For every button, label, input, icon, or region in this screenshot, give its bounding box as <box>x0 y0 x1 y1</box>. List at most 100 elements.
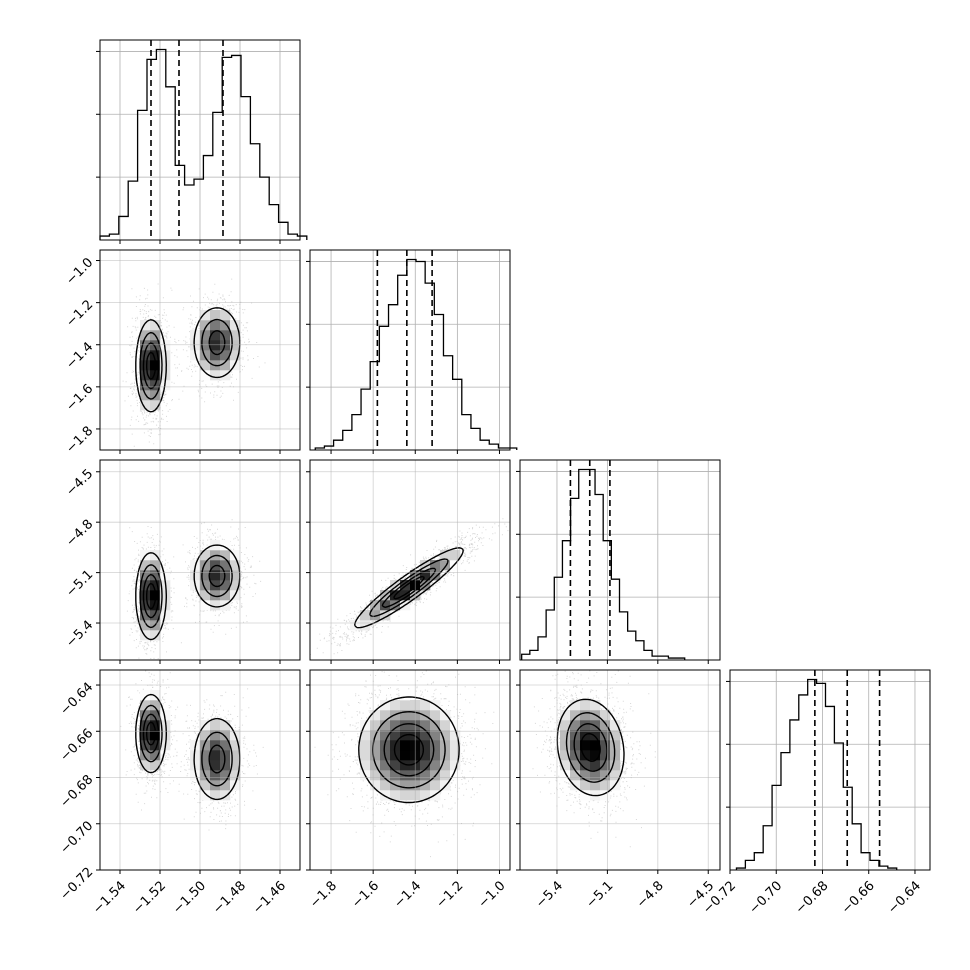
density-cell <box>210 720 221 731</box>
density-cell <box>420 770 431 781</box>
density-cell <box>440 720 451 731</box>
density-cell <box>140 610 151 621</box>
density-cell <box>220 310 231 321</box>
density-cell <box>380 790 391 801</box>
density-cell <box>190 760 201 771</box>
density-cell <box>560 720 571 731</box>
density-cell <box>370 610 381 621</box>
density-cell <box>380 600 391 611</box>
density-cell <box>380 780 391 791</box>
contour-level-3 <box>146 721 157 746</box>
density-cell <box>160 570 171 581</box>
density-cell <box>210 340 221 351</box>
y-tick-label: −5.1 <box>63 567 96 600</box>
density-cell <box>210 570 221 581</box>
density-cell <box>140 690 151 701</box>
contour-level-3 <box>146 351 157 380</box>
density-cell <box>570 780 581 791</box>
density-cell <box>440 730 451 741</box>
density-cell <box>590 740 601 751</box>
pair-panel-1-2 <box>306 459 511 664</box>
density-cell <box>580 720 591 731</box>
density-cell <box>560 750 571 761</box>
density-cell <box>380 720 391 731</box>
hist-panel-0 <box>96 39 308 244</box>
x-tick-label: −0.64 <box>885 878 924 917</box>
x-tick-label: −1.48 <box>210 878 249 917</box>
density-cell <box>380 700 391 711</box>
density-cell <box>200 340 211 351</box>
density-cell <box>150 400 161 411</box>
density-cell <box>230 340 241 351</box>
density-cell <box>590 770 601 781</box>
density-cell <box>600 780 611 791</box>
density-cell <box>150 690 161 701</box>
density-cell <box>390 790 401 801</box>
y-tick-label: −1.6 <box>63 382 96 415</box>
y-tick-label: −1.2 <box>63 297 96 330</box>
density-cell <box>370 780 381 791</box>
histogram-2 <box>521 468 686 660</box>
density-cell <box>450 750 461 761</box>
density-cell <box>610 770 621 781</box>
scatter-points <box>126 519 262 660</box>
density-cell <box>140 320 151 331</box>
hist-frame <box>729 669 931 871</box>
density-cell <box>160 370 171 381</box>
density-cell <box>590 760 601 771</box>
density-cell <box>220 320 231 331</box>
density-cell <box>440 760 451 771</box>
density-cell <box>380 610 391 621</box>
density-cell <box>140 600 151 611</box>
density-cell <box>200 350 211 361</box>
density-cell <box>580 740 591 751</box>
density-cell <box>210 580 221 591</box>
x-tick-label: −1.54 <box>90 878 129 917</box>
y-tick-label: −0.68 <box>58 772 97 811</box>
density-cell <box>420 560 431 571</box>
density-cell <box>200 740 211 751</box>
density-cell <box>420 750 431 761</box>
density-cell <box>150 370 161 381</box>
x-tick-label: −1.46 <box>250 878 289 917</box>
density-cell <box>140 570 151 581</box>
density-cell <box>360 730 371 741</box>
density-cell <box>360 760 371 771</box>
density-cell <box>160 600 171 611</box>
density-cell <box>610 740 621 751</box>
density-cell <box>150 760 161 771</box>
density-cell <box>140 730 151 741</box>
contour-level-1 <box>139 318 233 400</box>
density-cell <box>220 560 231 571</box>
density-cell <box>150 320 161 331</box>
contour-level-2 <box>142 330 226 390</box>
hist-panel-1 <box>306 249 518 454</box>
contour-level-0 <box>135 307 241 413</box>
density-cell <box>450 740 461 751</box>
density-cell <box>200 780 211 791</box>
y-tick-label: −1.4 <box>63 339 96 372</box>
contour-level-2 <box>383 723 435 777</box>
x-tick-label: −5.1 <box>584 878 617 911</box>
x-tick-label: −5.4 <box>533 878 566 911</box>
density-cell <box>200 760 211 771</box>
density-cell <box>220 350 231 361</box>
density-cell <box>160 590 171 601</box>
pair-frame <box>309 459 511 661</box>
density-cell <box>590 780 601 791</box>
density-cell <box>210 790 221 801</box>
density-cell <box>150 740 161 751</box>
density-cell <box>160 730 171 741</box>
density-cell <box>590 700 601 711</box>
x-tick-label: −1.8 <box>307 878 340 911</box>
density-cell <box>190 340 201 351</box>
pair-frame <box>519 669 721 871</box>
density-cell <box>140 700 151 711</box>
density-cell <box>220 590 231 601</box>
density-cell <box>220 760 231 771</box>
density-cell <box>370 740 381 751</box>
density-cell <box>200 590 211 601</box>
density-cell <box>220 720 231 731</box>
density-cell <box>580 770 591 781</box>
